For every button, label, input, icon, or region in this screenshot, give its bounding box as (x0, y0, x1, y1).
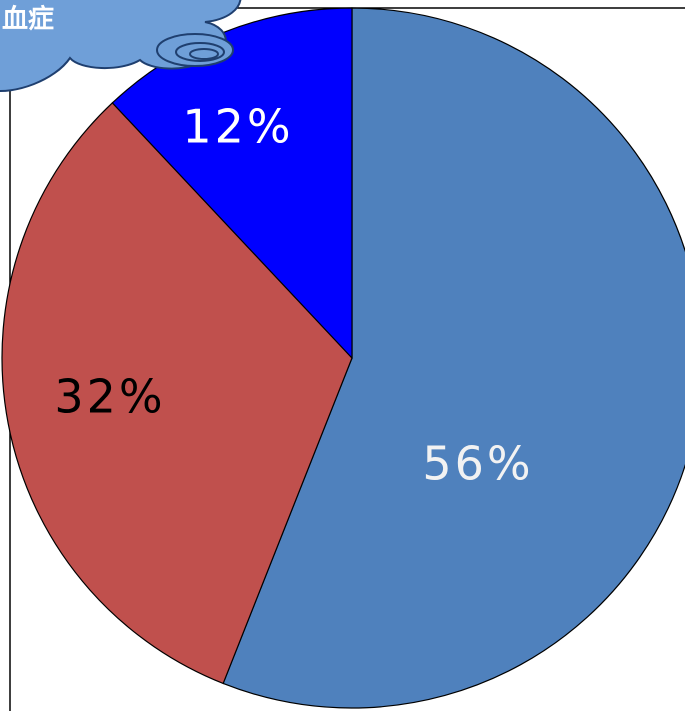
annotation: 血症 (2, 4, 54, 35)
page: 56%32%12% 血症 (() => { const data = JSON.… (0, 0, 685, 711)
data-label: 32% (54, 370, 165, 424)
data-label: 56% (422, 437, 533, 491)
chart: 56% 32% 12% 血症 (0, 0, 685, 711)
pie: 56% 32% 12% (2, 8, 685, 708)
data-label: 12% (182, 100, 293, 154)
